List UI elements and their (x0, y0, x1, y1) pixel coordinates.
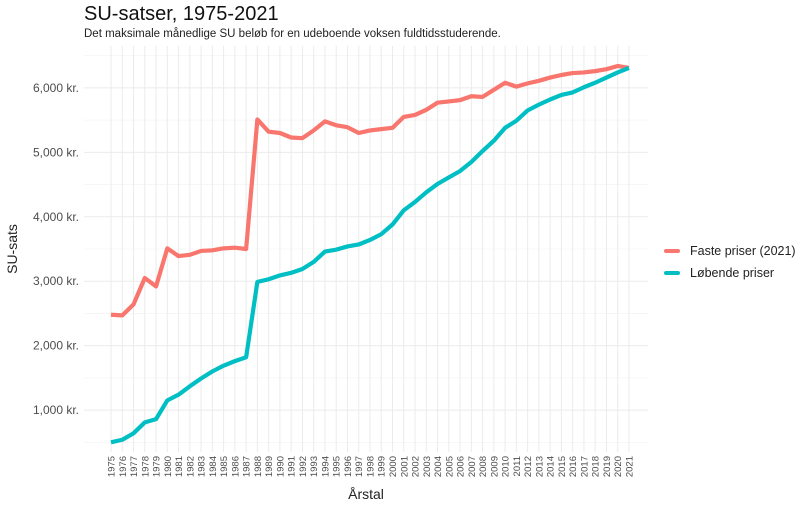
y-tick-label: 3,000 kr. (33, 274, 79, 288)
x-tick-label: 1996 (343, 456, 354, 477)
x-tick-label: 1983 (197, 456, 208, 477)
y-tick-label: 5,000 kr. (33, 145, 79, 159)
x-tick-label: 1989 (264, 456, 275, 477)
legend-swatch (664, 271, 680, 275)
x-tick-label: 1980 (163, 456, 174, 477)
x-tick-label: 2006 (456, 456, 467, 477)
x-tick-label: 1984 (208, 456, 219, 477)
chart-subtitle: Det maksimale månedlige SU beløb for en … (84, 28, 501, 40)
legend-swatch (664, 249, 680, 253)
y-tick-label: 4,000 kr. (33, 210, 79, 224)
x-tick-label: 1976 (118, 456, 129, 477)
x-tick-label: 1981 (174, 456, 185, 477)
x-tick-label: 1987 (242, 456, 253, 477)
x-tick-label: 2003 (422, 456, 433, 477)
x-tick-label: 2012 (523, 456, 534, 477)
x-tick-label: 2010 (501, 456, 512, 477)
x-tick-label: 2011 (512, 456, 523, 476)
x-tick-label: 2017 (579, 456, 590, 477)
legend-label: Faste priser (2021) (690, 244, 796, 258)
x-tick-label: 1994 (320, 456, 331, 477)
x-tick-label: 1997 (354, 456, 365, 477)
x-tick-label: 2009 (489, 456, 500, 477)
x-tick-label: 2015 (557, 456, 568, 477)
x-tick-label: 2001 (399, 456, 410, 477)
x-tick-label: 1978 (140, 456, 151, 477)
x-tick-label: 2018 (591, 456, 602, 477)
series-line-2 (110, 65, 630, 445)
x-tick-label: 1998 (365, 456, 376, 477)
x-tick-label: 1975 (107, 456, 118, 477)
x-tick-label: 2020 (613, 456, 624, 477)
series-line-1 (110, 63, 630, 318)
x-tick-label: 1992 (298, 456, 309, 477)
x-tick-label: 2008 (478, 456, 489, 477)
x-tick-label: 1982 (185, 456, 196, 477)
x-tick-label: 2013 (534, 456, 545, 477)
legend-item-loebende-priser: Løbende priser (664, 262, 796, 284)
x-tick-label: 2007 (467, 456, 478, 477)
x-tick-label: 1979 (152, 456, 163, 477)
x-tick-label: 1999 (377, 456, 388, 477)
y-tick-label: 1,000 kr. (33, 403, 79, 417)
x-tick-label: 1995 (332, 456, 343, 477)
legend-item-faste-priser: Faste priser (2021) (664, 240, 796, 262)
legend-label: Løbende priser (690, 266, 775, 280)
x-tick-label: 2019 (602, 456, 613, 477)
y-tick-label: 2,000 kr. (33, 339, 79, 353)
x-tick-label: 1985 (219, 456, 230, 477)
x-tick-label: 1991 (287, 456, 298, 477)
x-tick-label: 2021 (624, 456, 635, 477)
x-tick-label: 2000 (388, 456, 399, 477)
x-tick-label: 2014 (546, 456, 557, 477)
x-tick-label: 2016 (568, 456, 579, 477)
legend: Faste priser (2021) Løbende priser (664, 240, 796, 284)
x-tick-label: 1990 (275, 456, 286, 477)
x-tick-label: 1986 (230, 456, 241, 477)
x-tick-label: 1988 (253, 456, 264, 477)
x-tick-label: 1977 (129, 456, 140, 477)
x-tick-label: 1993 (309, 456, 320, 477)
x-tick-label: 2004 (433, 456, 444, 477)
chart-title: SU-satser, 1975-2021 (84, 3, 279, 25)
x-tick-label: 2005 (444, 456, 455, 477)
y-tick-label: 6,000 kr. (33, 81, 79, 95)
x-axis-label: Årstal (348, 486, 384, 502)
x-tick-label: 2002 (411, 456, 422, 477)
